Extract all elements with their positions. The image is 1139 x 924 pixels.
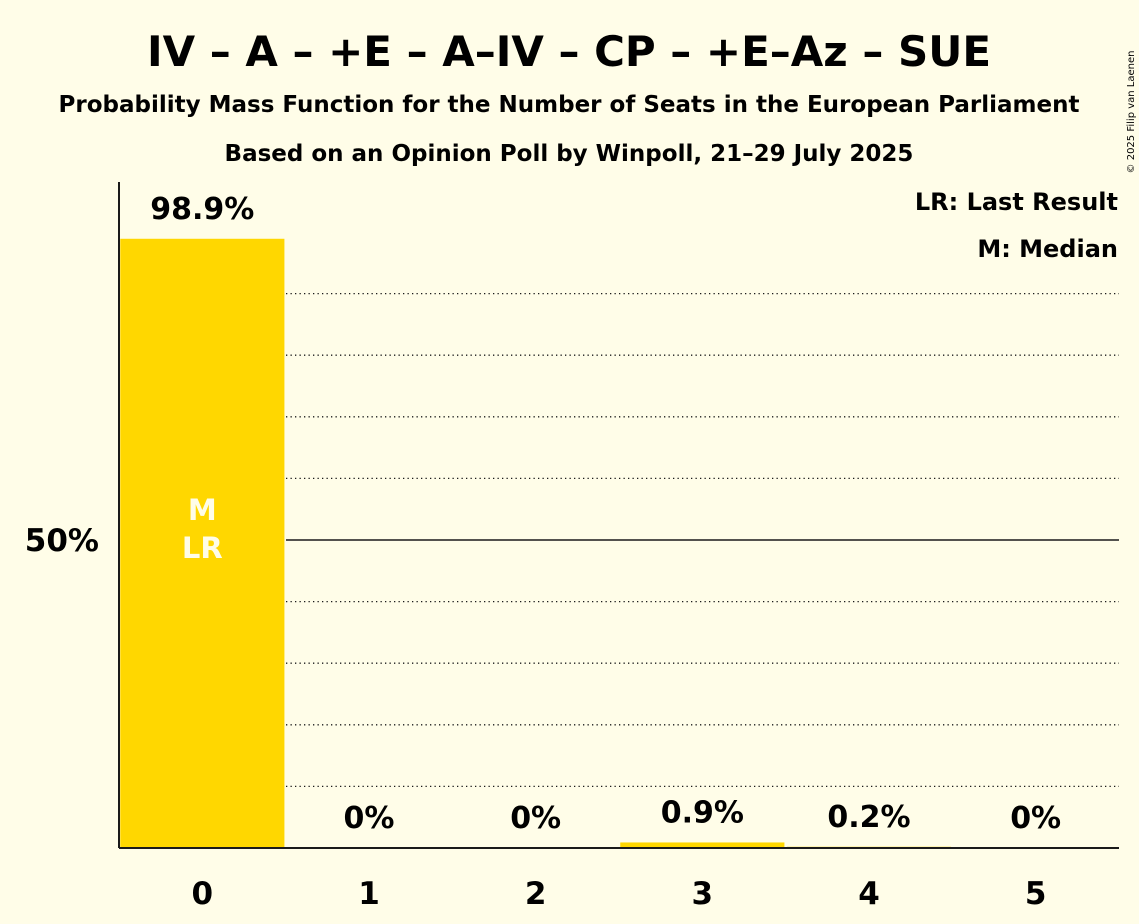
bar-value-label-5: 0% <box>1010 801 1061 836</box>
bars <box>120 238 952 848</box>
x-tick-label-4: 4 <box>858 876 880 912</box>
gridlines <box>286 292 1119 788</box>
last-result-marker: LR <box>182 531 223 565</box>
labels: 98.9% 0 M LR 0% 1 0% 2 0.9% 3 0.2% 4 0% 5 <box>150 192 1061 912</box>
y-tick-label-50: 50% <box>25 523 99 559</box>
chart-source: Based on an Opinion Poll by Winpoll, 21–… <box>225 141 914 167</box>
copyright-notice: © 2025 Filip van Laenen <box>1126 51 1137 174</box>
chart-subtitle: Probability Mass Function for the Number… <box>59 92 1080 118</box>
bar-3 <box>620 842 785 848</box>
bar-value-label-3: 0.9% <box>661 795 744 830</box>
x-tick-label-1: 1 <box>358 876 380 912</box>
x-tick-label-0: 0 <box>192 876 214 912</box>
x-tick-label-5: 5 <box>1025 876 1047 912</box>
legend-last-result: LR: Last Result <box>915 188 1118 216</box>
bar-0 <box>120 238 285 848</box>
x-tick-label-2: 2 <box>525 876 547 912</box>
bar-value-label-0: 98.9% <box>150 192 254 227</box>
x-tick-label-3: 3 <box>692 876 714 912</box>
chart-title: IV – A – +E – A–IV – CP – +E–Az – SUE <box>147 27 991 76</box>
median-marker: M <box>188 493 217 527</box>
bar-value-label-1: 0% <box>344 801 395 836</box>
legend-median: M: Median <box>977 235 1118 263</box>
bar-value-label-4: 0.2% <box>827 800 910 835</box>
bar-value-label-2: 0% <box>510 801 561 836</box>
